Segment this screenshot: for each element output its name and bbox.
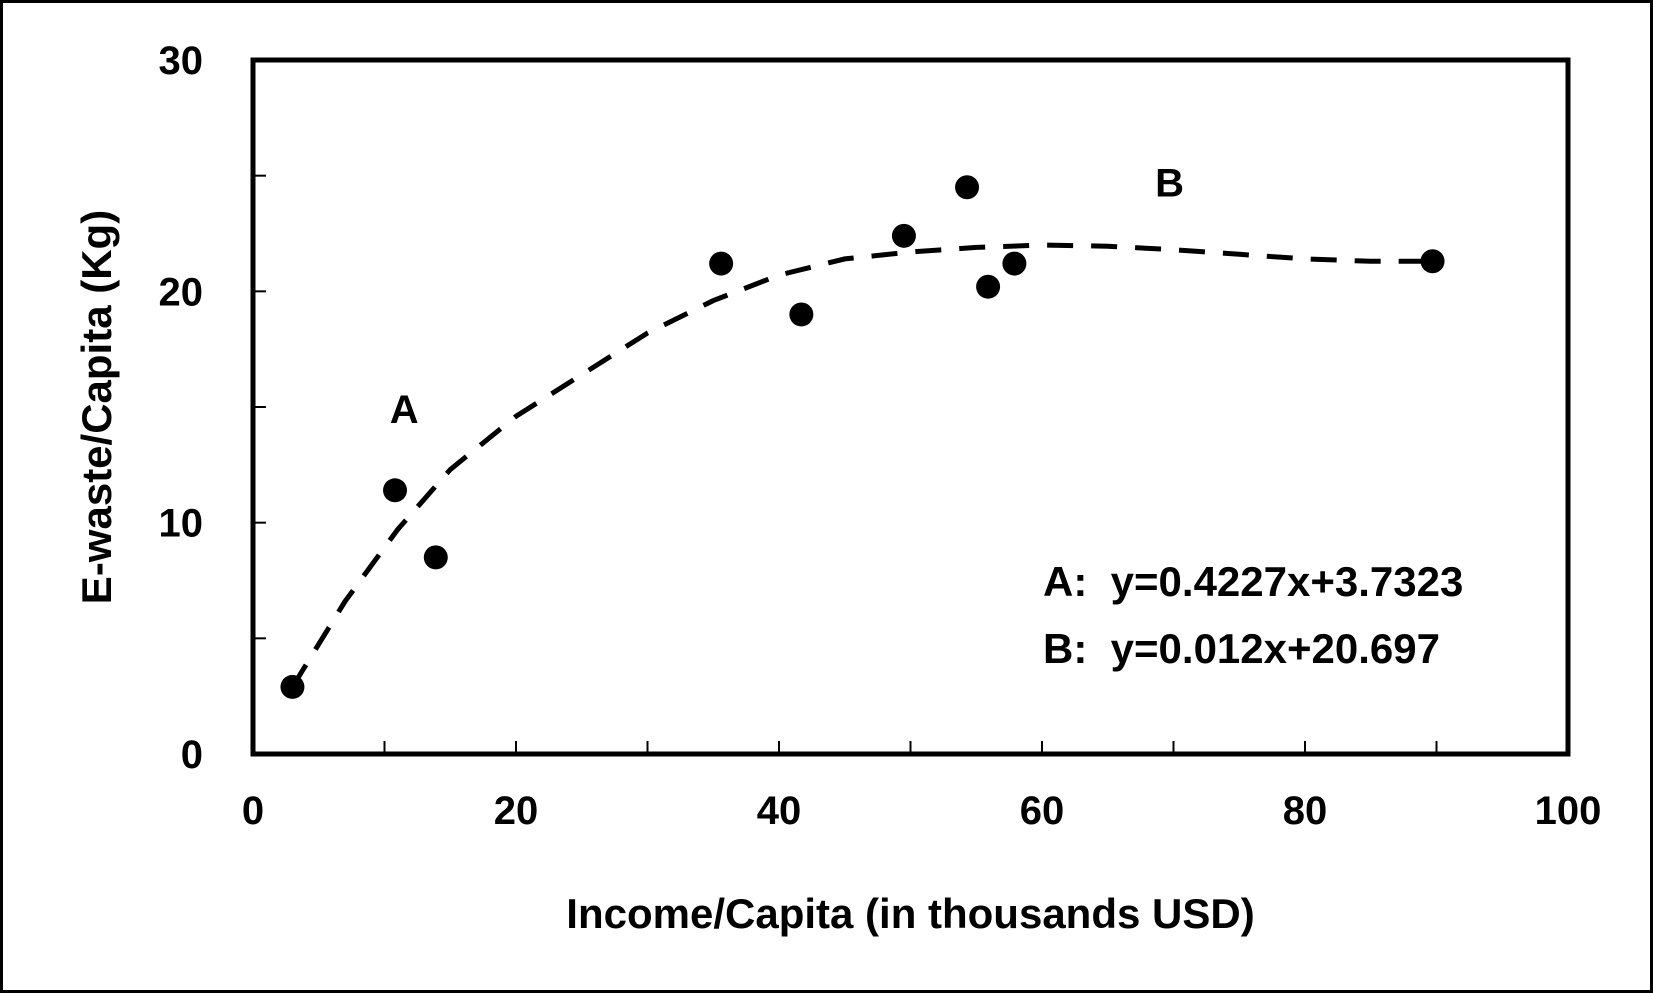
axes-layer: 0 20 40 60 80 100 0 10 20 30 <box>159 39 1602 833</box>
x-tick-label: 60 <box>1020 789 1065 833</box>
x-tick-label: 20 <box>494 789 539 833</box>
trend-line <box>290 242 1433 689</box>
data-point <box>789 302 814 327</box>
data-point <box>1420 249 1445 274</box>
segment-label: A <box>390 388 419 432</box>
data-point <box>280 674 305 699</box>
data-point <box>955 175 980 200</box>
data-point <box>423 545 448 570</box>
data-point <box>1002 251 1027 276</box>
y-tick-label: 20 <box>159 270 204 314</box>
y-tick-label: 10 <box>159 502 204 546</box>
labels-layer: AB <box>390 161 1184 432</box>
y-axis-label: E-waste/Capita (Kg) <box>73 210 120 604</box>
points-layer <box>280 175 1445 699</box>
x-tick-label: 80 <box>1283 789 1328 833</box>
equation-b: B: y=0.012x+20.697 <box>1043 625 1440 672</box>
y-tick-label: 30 <box>159 39 204 83</box>
data-point <box>976 274 1001 299</box>
y-tick-label: 0 <box>181 733 203 777</box>
x-axis-label: Income/Capita (in thousands USD) <box>566 890 1254 937</box>
equation-a: A: y=0.4227x+3.7323 <box>1043 558 1463 605</box>
data-point <box>383 478 408 503</box>
x-tick-label: 0 <box>242 789 264 833</box>
data-point <box>891 223 916 248</box>
x-tick-label: 100 <box>1535 789 1602 833</box>
segment-label: B <box>1155 161 1184 205</box>
x-tick-label: 40 <box>757 789 802 833</box>
trend-layer <box>290 242 1433 689</box>
data-point <box>709 251 734 276</box>
